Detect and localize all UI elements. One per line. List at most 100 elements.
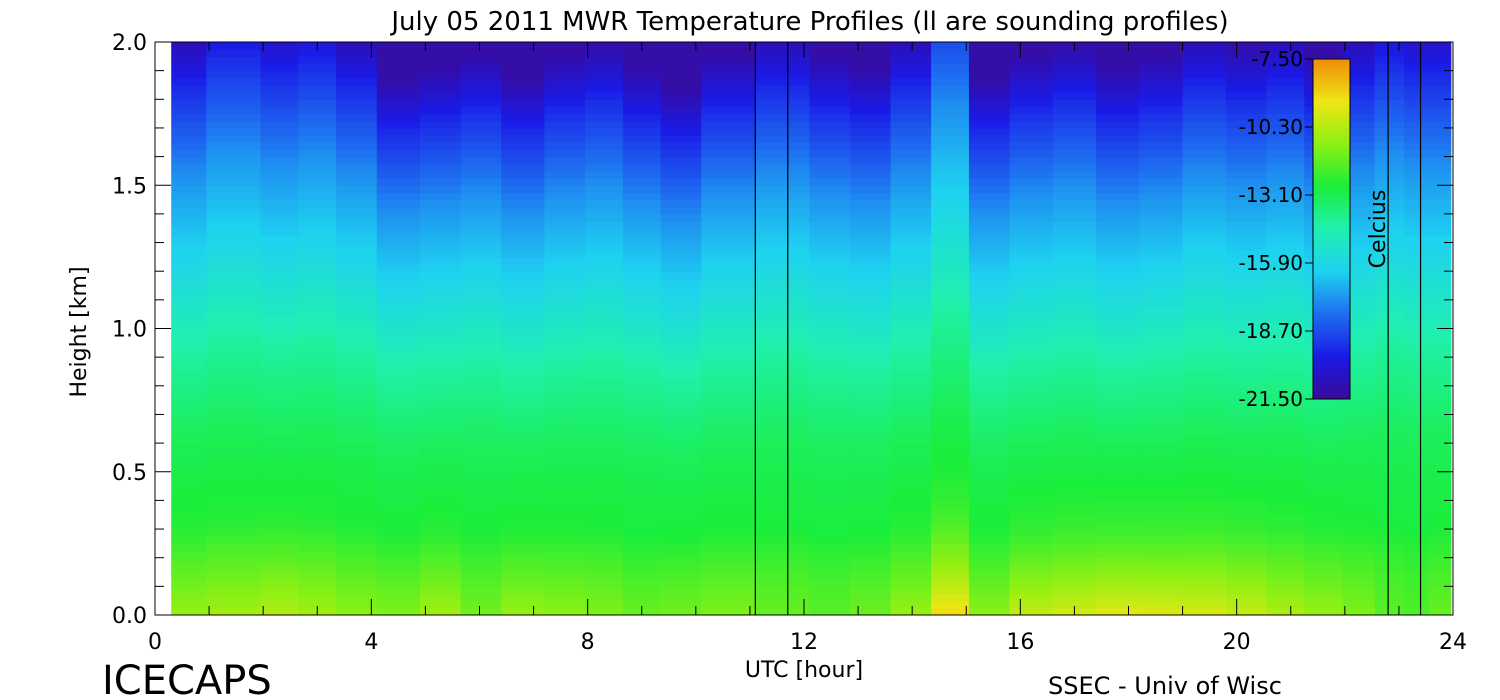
heatmap-cell [849,572,892,580]
heatmap-cell [1009,120,1054,129]
heatmap-cell [260,521,299,530]
heatmap-cell [501,185,545,194]
heatmap-cell [336,543,378,552]
heatmap-cell [755,264,811,272]
heatmap-cell [1182,285,1227,294]
heatmap-cell [260,378,299,387]
heatmap-cell [376,292,421,301]
heatmap-cell [206,192,262,201]
heatmap-cell [1428,235,1452,244]
heatmap-cell [1428,264,1452,272]
heatmap-cell [660,256,702,265]
heatmap-cell [701,42,756,50]
heatmap-cell [420,142,462,151]
heatmap-cell [1009,572,1054,580]
heatmap-cell [701,235,756,244]
heatmap-cell [1139,285,1184,294]
heatmap-cell [622,264,662,272]
heatmap-cell [336,77,378,86]
heatmap-cell [849,371,892,380]
heatmap-cell [336,457,378,466]
heatmap-cell [336,536,378,544]
heatmap-cell [1266,500,1305,509]
heatmap-cell [260,335,299,344]
heatmap-cell [1009,579,1054,587]
heatmap-cell [968,70,1011,79]
heatmap-cell [501,228,545,236]
x-tick-label: 12 [790,630,818,655]
heatmap-cell [260,42,299,50]
heatmap-cell [755,199,811,208]
heatmap-cell [890,464,932,473]
heatmap-cell [1404,249,1430,258]
heatmap-cell [1404,536,1430,544]
heatmap-cell [849,292,892,301]
heatmap-cell [1096,206,1140,215]
heatmap-cell [1096,342,1140,351]
heatmap-cell [460,264,502,272]
heatmap-cell [1342,486,1376,494]
heatmap-cell [1404,92,1430,100]
heatmap-cell [544,106,586,115]
heatmap-cell [171,529,207,537]
heatmap-cell [171,457,207,466]
heatmap-cell [931,536,970,544]
heatmap-cell [1096,550,1140,559]
heatmap-cell [1374,500,1405,509]
heatmap-cell [1342,500,1376,509]
heatmap-cell [336,521,378,530]
heatmap-cell [931,235,970,244]
heatmap-cell [622,478,662,487]
heatmap-cell [1009,328,1054,337]
heatmap-cell [376,536,421,544]
heatmap-cell [376,242,421,251]
heatmap-cell [622,199,662,208]
heatmap-cell [1266,285,1305,294]
heatmap-cell [1342,478,1376,487]
heatmap-cell [968,536,1011,544]
heatmap-cell [1009,400,1054,408]
heatmap-cell [1342,342,1376,351]
heatmap-cell [501,507,545,516]
heatmap-cell [1428,127,1452,136]
heatmap-cell [376,457,421,466]
heatmap-cell [460,307,502,315]
heatmap-cell [376,84,421,93]
heatmap-cell [622,92,662,100]
heatmap-cell [260,120,299,129]
heatmap-cell [336,564,378,573]
heatmap-cell [1374,206,1405,215]
heatmap-cell [171,84,207,93]
heatmap-cell [206,163,262,172]
heatmap-cell [1182,500,1227,509]
heatmap-cell [931,142,970,151]
heatmap-cell [376,56,421,65]
heatmap-cell [1225,271,1268,279]
heatmap-cell [931,127,970,136]
heatmap-cell [1096,600,1140,609]
heatmap-cell [336,264,378,272]
heatmap-cell [1182,307,1227,315]
heatmap-cell [501,392,545,401]
heatmap-cell [376,70,421,79]
heatmap-cell [1009,464,1054,473]
heatmap-cell [501,536,545,544]
heatmap-cell [660,342,702,351]
heatmap-cell [1052,156,1097,165]
heatmap-cell [584,607,624,615]
heatmap-cell [931,457,970,466]
heatmap-cell [171,564,207,573]
heatmap-cell [501,113,545,122]
heatmap-cell [1182,572,1227,580]
heatmap-cell [1052,400,1097,408]
heatmap-cell [1266,607,1305,615]
heatmap-cell [701,428,756,437]
heatmap-cell [460,206,502,215]
heatmap-cell [1139,371,1184,380]
heatmap-cell [1182,486,1227,494]
heatmap-cell [1139,579,1184,587]
heatmap-cell [460,314,502,322]
heatmap-cell [849,42,892,50]
heatmap-cell [544,507,586,516]
heatmap-cell [660,457,702,466]
